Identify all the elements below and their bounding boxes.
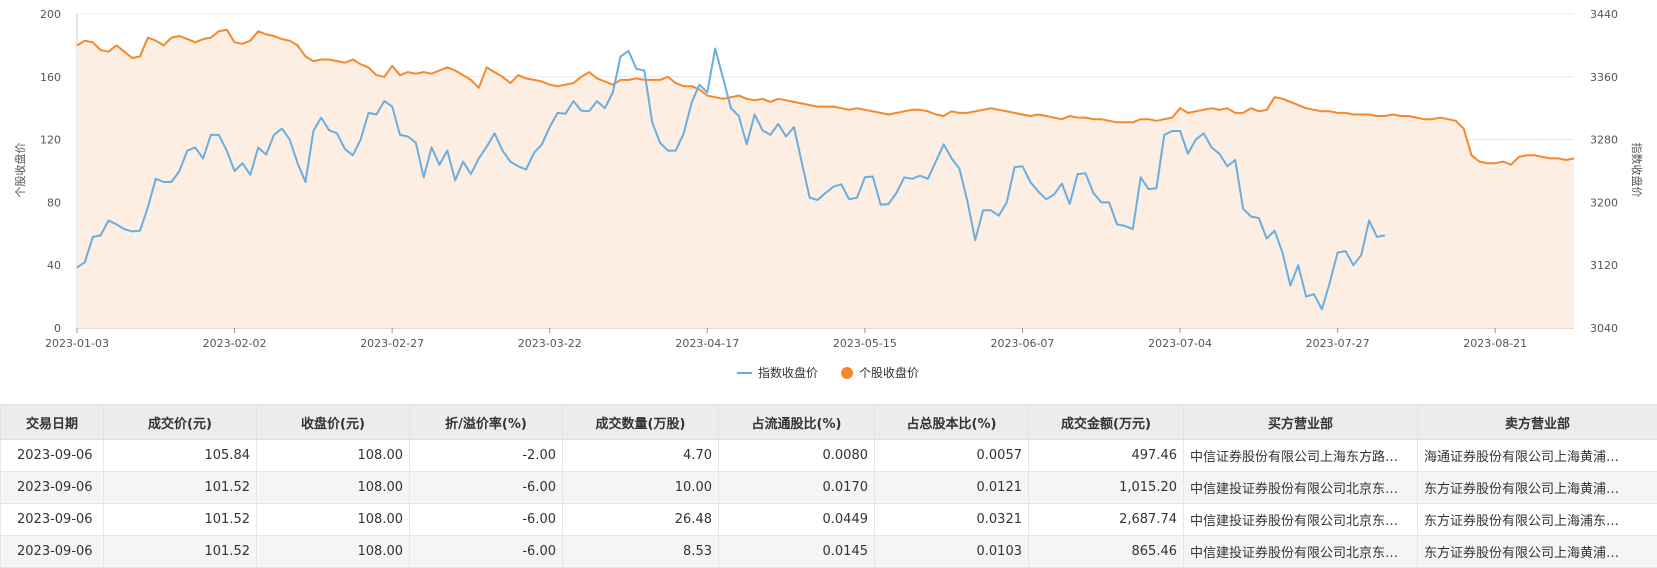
x-tick-label: 2023-07-27 [1306, 337, 1370, 350]
table-header-row: 交易日期成交价(元)收盘价(元)折/溢价率(%)成交数量(万股)占流通股比(%)… [1, 405, 1657, 440]
left-axis-ticks: 0 40 80 120 160 200 [40, 8, 61, 335]
table-cell: 东方证券股份有限公司上海浦东… [1418, 504, 1657, 536]
stock-area-fill [77, 30, 1574, 328]
table-cell: 2023-09-06 [1, 504, 104, 536]
table-cell: 中信建投证券股份有限公司北京东… [1184, 536, 1418, 568]
table-cell: 105.84 [104, 440, 257, 472]
x-tick-label: 2023-02-02 [203, 337, 267, 350]
column-header: 交易日期 [1, 405, 104, 440]
table-cell: 108.00 [257, 440, 410, 472]
x-tick-label: 2023-06-07 [991, 337, 1055, 350]
column-header: 占总股本比(%) [875, 405, 1029, 440]
left-tick-label: 160 [40, 71, 61, 84]
table-cell: 4.70 [563, 440, 719, 472]
table-cell: 10.00 [563, 472, 719, 504]
x-tick-label: 2023-08-21 [1463, 337, 1527, 350]
table-cell: 2023-09-06 [1, 536, 104, 568]
table-cell: 1,015.20 [1029, 472, 1184, 504]
legend: 指数收盘价 个股收盘价 [737, 365, 919, 380]
table-cell: 0.0145 [719, 536, 875, 568]
left-tick-label: 0 [54, 322, 61, 335]
right-tick-label: 3040 [1590, 322, 1618, 335]
left-axis-label: 个股收盘价 [13, 143, 27, 198]
legend-stock-swatch [841, 367, 853, 379]
table-cell: 26.48 [563, 504, 719, 536]
right-tick-label: 3360 [1590, 71, 1618, 84]
column-header: 买方营业部 [1184, 405, 1418, 440]
legend-stock-label: 个股收盘价 [859, 365, 919, 380]
table-cell: 中信建投证券股份有限公司北京东… [1184, 472, 1418, 504]
table-cell: 2023-09-06 [1, 440, 104, 472]
column-header: 成交金额(万元) [1029, 405, 1184, 440]
table-cell: 0.0321 [875, 504, 1029, 536]
table-cell: 108.00 [257, 536, 410, 568]
table-cell: 东方证券股份有限公司上海黄浦… [1418, 472, 1657, 504]
table-cell: 108.00 [257, 504, 410, 536]
right-axis-ticks: 3040 3120 3200 3280 3360 3440 [1590, 8, 1618, 335]
block-trade-table: 交易日期成交价(元)收盘价(元)折/溢价率(%)成交数量(万股)占流通股比(%)… [0, 404, 1657, 568]
table-cell: 497.46 [1029, 440, 1184, 472]
x-tick-label: 2023-04-17 [675, 337, 739, 350]
left-tick-label: 200 [40, 8, 61, 21]
table-cell: -6.00 [410, 536, 563, 568]
x-tick-label: 2023-02-27 [360, 337, 424, 350]
table-cell: 8.53 [563, 536, 719, 568]
table-cell: 2023-09-06 [1, 472, 104, 504]
table-cell: 0.0449 [719, 504, 875, 536]
table-cell: 0.0057 [875, 440, 1029, 472]
right-tick-label: 3280 [1590, 134, 1618, 147]
column-header: 折/溢价率(%) [410, 405, 563, 440]
table-cell: 2,687.74 [1029, 504, 1184, 536]
column-header: 成交价(元) [104, 405, 257, 440]
legend-index-label: 指数收盘价 [758, 365, 818, 380]
table-cell: -2.00 [410, 440, 563, 472]
table-cell: 0.0103 [875, 536, 1029, 568]
x-tick-label: 2023-05-15 [833, 337, 897, 350]
right-tick-label: 3440 [1590, 8, 1618, 21]
table-cell: 108.00 [257, 472, 410, 504]
table-cell: 中信建投证券股份有限公司北京东… [1184, 504, 1418, 536]
column-header: 收盘价(元) [257, 405, 410, 440]
table-cell: 中信证券股份有限公司上海东方路… [1184, 440, 1418, 472]
x-tick-label: 2023-01-03 [45, 337, 109, 350]
table-cell: 101.52 [104, 504, 257, 536]
x-tick-label: 2023-03-22 [518, 337, 582, 350]
table-cell: 0.0121 [875, 472, 1029, 504]
table-cell: 东方证券股份有限公司上海黄浦… [1418, 536, 1657, 568]
table-cell: 0.0170 [719, 472, 875, 504]
x-axis-ticks: 2023-01-03 2023-02-02 2023-02-27 2023-03-22… [45, 328, 1527, 350]
table-cell: 0.0080 [719, 440, 875, 472]
left-tick-label: 40 [47, 259, 61, 272]
table-cell: 865.46 [1029, 536, 1184, 568]
right-tick-label: 3120 [1590, 259, 1618, 272]
stock-area [77, 30, 1574, 328]
table-cell: -6.00 [410, 472, 563, 504]
left-tick-label: 80 [47, 196, 61, 209]
column-header: 占流通股比(%) [719, 405, 875, 440]
column-header: 成交数量(万股) [563, 405, 719, 440]
table-cell: 101.52 [104, 472, 257, 504]
x-tick-label: 2023-07-04 [1148, 337, 1212, 350]
right-axis-label: 指数收盘价 [1630, 143, 1644, 198]
table-cell: 海通证券股份有限公司上海黄浦… [1418, 440, 1657, 472]
table-cell: -6.00 [410, 504, 563, 536]
column-header: 卖方营业部 [1418, 405, 1657, 440]
left-tick-label: 120 [40, 134, 61, 147]
table-cell: 101.52 [104, 536, 257, 568]
right-tick-label: 3200 [1590, 196, 1618, 209]
